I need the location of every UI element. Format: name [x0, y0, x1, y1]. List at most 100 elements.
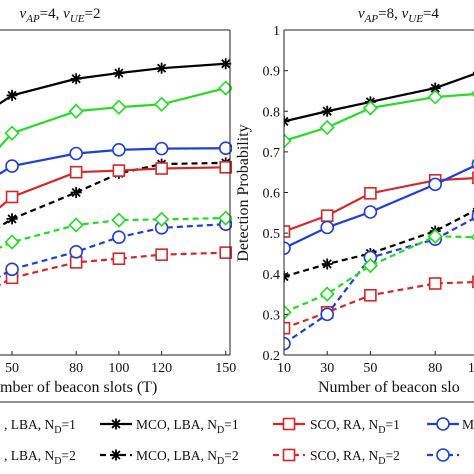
right-y-tick-label: 0.8	[263, 105, 281, 120]
right-y-tick-label: 0.4	[263, 268, 281, 283]
legend-marker	[436, 448, 450, 462]
left-x-tick-label: 80	[69, 361, 83, 376]
right-series-8-point	[319, 286, 335, 302]
right-series-5-point	[284, 241, 291, 255]
left-series-7-point	[111, 99, 127, 115]
right-series-8	[284, 228, 474, 320]
legend-label: MCO, LBA, ND=1	[136, 417, 239, 436]
left-series-4-point	[219, 246, 232, 259]
legend-label: MC	[462, 417, 474, 432]
legend: , LBA, ND=1 MCO, LBA, ND=1 SCO, RA, ND=1 MC…	[0, 401, 474, 474]
legend-entry-r2-c1: , LBA, ND=2	[4, 448, 76, 467]
left-series-5-point	[69, 146, 83, 161]
left-x-tick-label: 150	[215, 361, 236, 376]
right-chart-panel: νAP=8, νUE=4 10 30 50 80 100 0.2 0.3 0.4 0.5 0.6 0…	[235, 6, 474, 396]
legend-label: SCO, RA, ND=2	[310, 448, 400, 467]
right-series-3-point	[320, 209, 334, 222]
right-axes: 10 30 50 80 100 0.2 0.3 0.4 0.5 0.6 0.7 0.8 0.9 1	[263, 24, 474, 376]
left-series-6-point	[5, 262, 19, 277]
left-series-7-line	[0, 87, 226, 149]
right-series-5-point	[320, 220, 335, 235]
left-chart-title: νAP=4, νUE=2	[20, 6, 101, 25]
left-series-8-point	[4, 234, 20, 250]
right-series-3-line	[284, 177, 474, 233]
legend-entry-r2-c4	[427, 448, 459, 462]
right-series-5-point	[428, 177, 443, 192]
right-series-1-point	[321, 105, 333, 117]
right-chart-title: νAP=8, νUE=4	[358, 6, 439, 25]
right-series-7-point	[427, 89, 443, 105]
legend-entry-r2-c3: SCO, RA, ND=2	[273, 448, 400, 467]
right-series-5-line	[284, 164, 474, 250]
right-series-5-point	[363, 205, 378, 219]
left-series-5-point	[154, 141, 169, 156]
left-series-3-point	[69, 165, 83, 179]
right-y-tick-label: 0.6	[263, 187, 281, 202]
legend-entry-r2-c2: MCO, LBA, ND=2	[100, 448, 239, 467]
legend-entry-r1-c2: MCO, LBA, ND=1	[100, 417, 239, 436]
right-series-7-point	[319, 119, 335, 136]
legend-label: SCO, RA, ND=1	[310, 417, 400, 436]
legend-marker	[436, 417, 450, 431]
left-series-2-line	[0, 161, 226, 228]
right-series-8-point	[470, 233, 474, 241]
right-series-7-point	[284, 133, 292, 149]
left-series-1-point	[220, 58, 232, 70]
left-series-4	[0, 246, 232, 286]
right-series-6-point	[284, 336, 291, 351]
left-plot-area	[0, 58, 232, 286]
left-axes: 50 80 100 120 150	[0, 29, 236, 376]
left-series-7-point	[153, 96, 170, 112]
left-series-2-point	[70, 187, 82, 198]
right-series-8-point	[284, 304, 292, 320]
right-y-tick-label: 0.3	[263, 308, 281, 323]
right-series-4	[284, 275, 474, 335]
left-series-4-line	[0, 251, 226, 286]
right-x-tick-label: 50	[363, 361, 377, 376]
left-chart-panel: νAP=4, νUE=2 50 80 100 120 150 umber of beac…	[0, 6, 236, 396]
right-series-1	[284, 69, 474, 127]
left-series-7-point	[4, 125, 20, 141]
left-series-6-point	[69, 245, 83, 259]
left-series-2-point	[6, 213, 18, 225]
right-series-5	[284, 158, 474, 255]
left-series-6-point	[112, 230, 126, 244]
right-series-7	[284, 89, 474, 149]
right-series-3-point	[472, 171, 474, 185]
legend-entry-r1-c3: SCO, RA, ND=1	[273, 417, 400, 436]
right-series-6-line	[284, 217, 474, 345]
right-x-tick-label: 80	[428, 361, 442, 376]
legend-label: MCO, LBA, ND=2	[136, 448, 239, 467]
right-series-2-line	[284, 209, 474, 278]
right-y-tick-label: 0.7	[263, 146, 281, 161]
right-series-8-point	[427, 228, 443, 245]
right-series-1-line	[284, 73, 474, 123]
right-plot-area	[284, 69, 474, 351]
legend-entry-r1-c1: , LBA, ND=1	[4, 417, 76, 436]
left-series-3	[0, 161, 232, 209]
left-series-8-line	[0, 216, 226, 249]
left-series-4-point	[112, 252, 126, 266]
right-series-3-point	[284, 225, 291, 238]
left-series-1-point	[156, 62, 168, 74]
right-series-1-point	[429, 82, 441, 94]
left-x-tick-label: 100	[108, 361, 129, 376]
left-series-3-point	[219, 161, 232, 174]
right-y-tick-label: 0.2	[263, 349, 281, 364]
right-y-tick-label: 0.5	[263, 227, 281, 242]
left-series-5-point	[112, 143, 126, 157]
left-series-5-point	[218, 141, 232, 156]
left-series-1-line	[0, 62, 226, 105]
left-series-8-point	[68, 217, 84, 233]
left-series-1-point	[70, 73, 82, 85]
left-series-3-line	[0, 166, 226, 209]
right-series-4-point	[284, 321, 291, 335]
legend-entry-r1-c4: MC	[427, 417, 474, 432]
right-series-3-point	[364, 187, 377, 200]
legend-box	[0, 401, 474, 474]
right-series-7-point	[470, 90, 474, 98]
right-x-tick-label: 30	[320, 361, 334, 376]
right-y-tick-label: 1	[273, 24, 280, 39]
left-series-1-point	[113, 67, 125, 79]
